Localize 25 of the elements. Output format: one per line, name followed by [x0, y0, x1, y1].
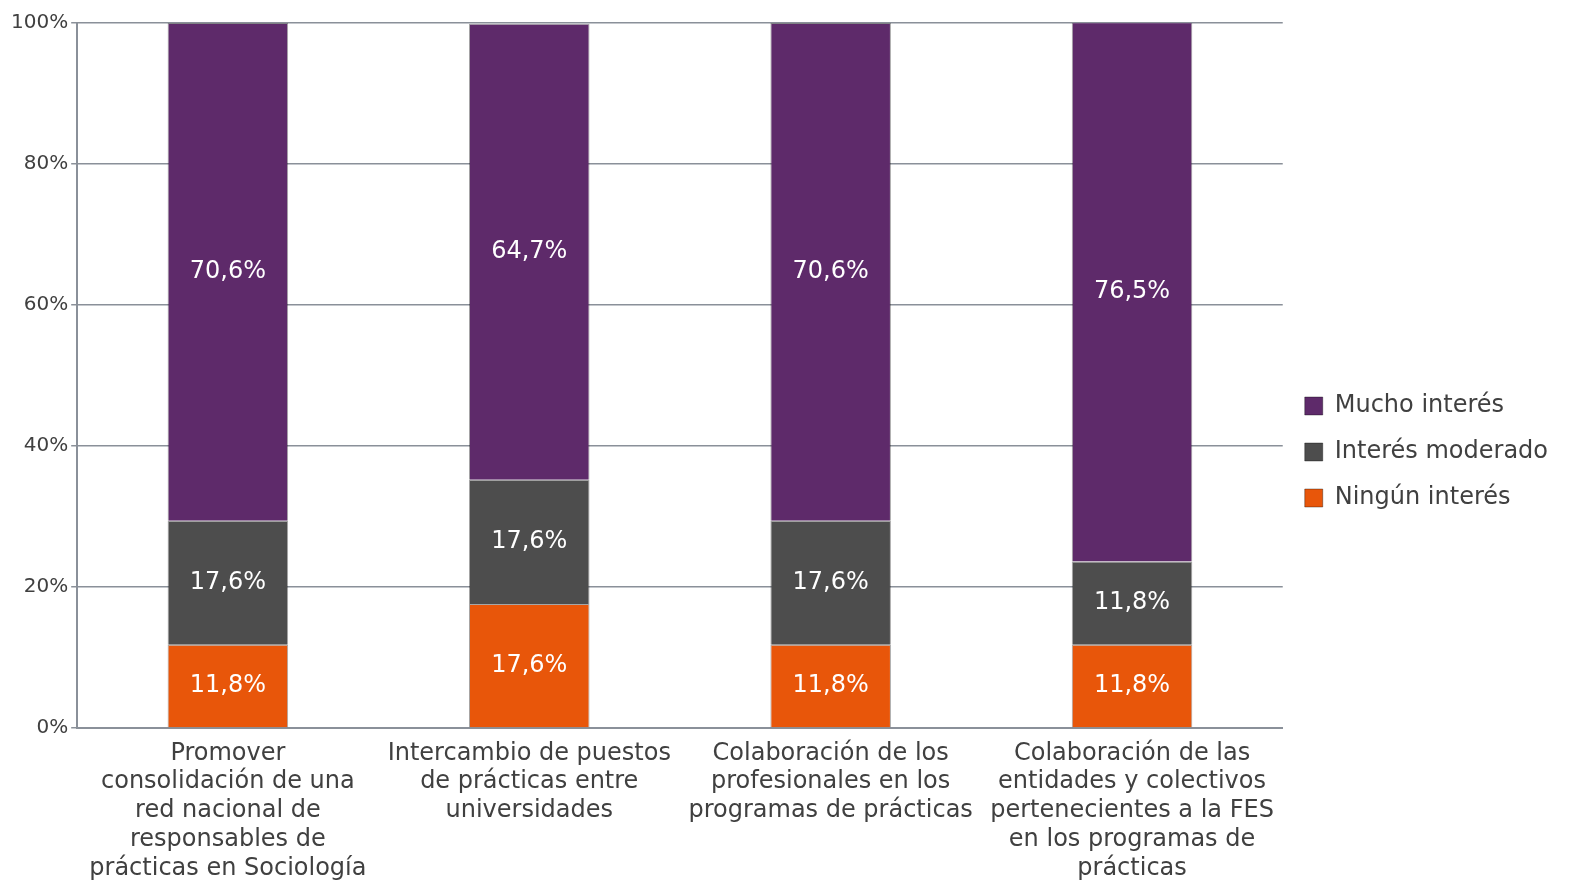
data-label: 11,8%: [1093, 587, 1171, 616]
x-tick-label: Colaboración de los profesionales en los programas de prácticas: [688, 737, 973, 824]
legend-label: Interés moderado: [1334, 436, 1549, 465]
y-tick-label: 80%: [23, 150, 69, 175]
y-tick-label: 100%: [10, 9, 69, 34]
data-label: 17,6%: [491, 526, 568, 555]
data-label: 17,6%: [189, 567, 266, 595]
y-tick-label: 0%: [36, 714, 69, 739]
x-tick-label: Promover consolidación de una red nacional de responsables de prácticas en Sociología: [89, 737, 367, 881]
data-label: 64,7%: [491, 236, 568, 265]
data-label: 70,6%: [189, 256, 266, 285]
data-label: 11,8%: [189, 670, 266, 699]
data-label: 70,6%: [792, 256, 869, 285]
data-label: 11,8%: [792, 670, 869, 699]
y-tick-label: 60%: [23, 291, 69, 316]
x-tick-label: Colaboración de las entidades y colectivos pertenecientes a la FES en los programas de prácticas: [990, 737, 1274, 881]
legend-label: Ningún interés: [1334, 482, 1511, 511]
data-label: 17,6%: [792, 567, 869, 595]
data-label: 11,8%: [1093, 670, 1171, 699]
y-tick-label: 20%: [23, 573, 69, 598]
legend-label: Mucho interés: [1334, 390, 1505, 419]
data-label: 17,6%: [491, 649, 568, 678]
y-tick-label: 40%: [23, 432, 69, 457]
data-label: 76,5%: [1093, 276, 1171, 305]
x-tick-label: Intercambio de puestos de prácticas entre universidades: [387, 737, 671, 824]
